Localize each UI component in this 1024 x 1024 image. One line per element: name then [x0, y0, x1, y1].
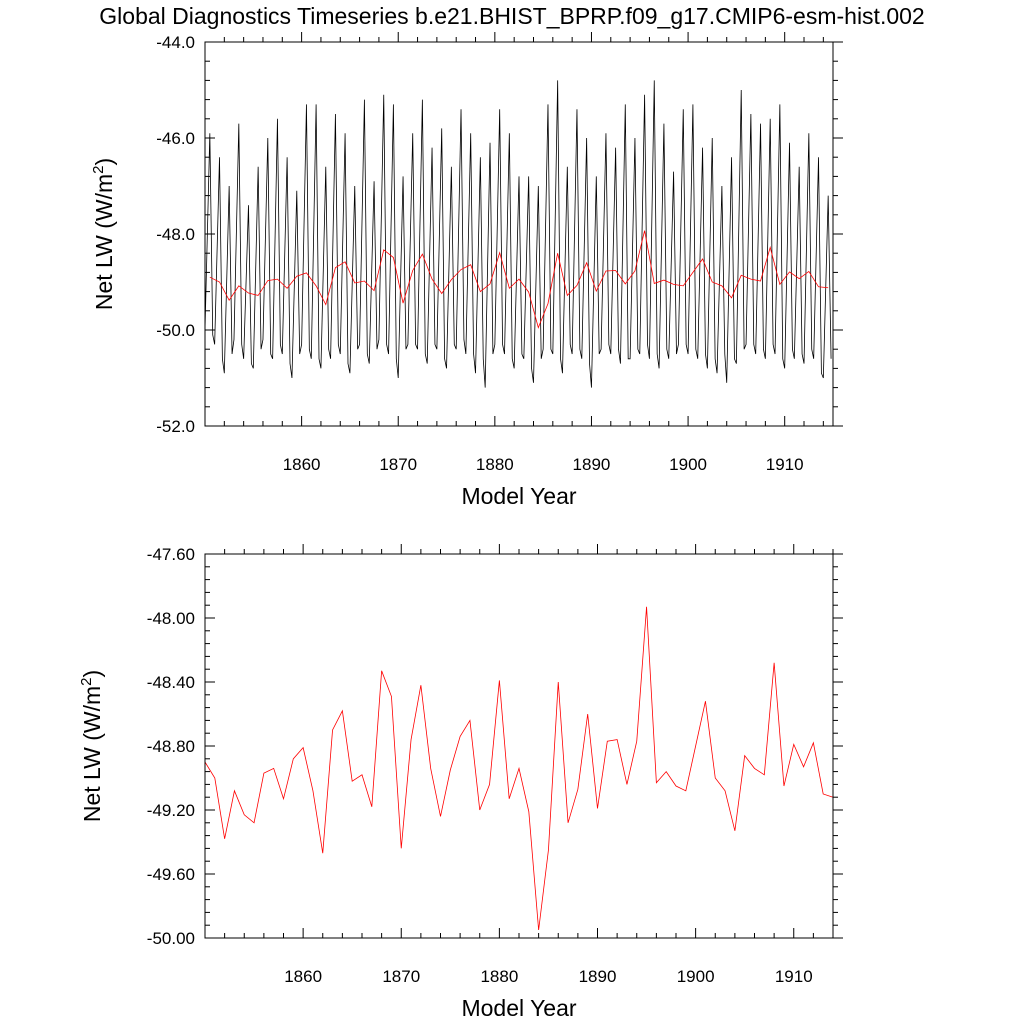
series-line-annual — [209, 230, 829, 329]
y-tick-label: -49.60 — [147, 865, 195, 884]
y-tick-label: -52.0 — [156, 417, 195, 436]
x-tick-label: 1900 — [669, 455, 707, 474]
x-tick-label: 1900 — [677, 967, 715, 986]
bottom-panel: 1860 1870 1880 1890 1900 1910 -50.00 -49.60 -49.… — [78, 544, 843, 1021]
y-tick-label: -47.60 — [147, 545, 195, 564]
x-tick-label: 1890 — [579, 967, 617, 986]
series-line-annual — [204, 606, 834, 931]
x-tick-label: 1870 — [379, 455, 417, 474]
top-panel: 1860 1870 1880 1890 1900 1910 -52.0 -50.0 -48.0 -… — [90, 32, 843, 509]
y-tick-label: -49.20 — [147, 801, 195, 820]
x-tick-label: 1880 — [476, 455, 514, 474]
y-axis-title: Net LW (W/m2) — [90, 158, 117, 310]
page-title: Global Diagnostics Timeseries b.e21.BHIS… — [99, 3, 925, 29]
y-tick-label: -46.0 — [156, 129, 195, 148]
y-tick-label: -48.00 — [147, 609, 195, 628]
y-axis-title: Net LW (W/m2) — [78, 670, 105, 822]
y-tick-label: -50.0 — [156, 321, 195, 340]
y-tick-label: -44.0 — [156, 33, 195, 52]
x-tick-label: 1870 — [382, 967, 420, 986]
y-tick-label: -48.0 — [156, 225, 195, 244]
x-tick-label: 1910 — [766, 455, 804, 474]
y-tick-label: -48.40 — [147, 673, 195, 692]
x-tick-label: 1890 — [573, 455, 611, 474]
x-tick-label: 1860 — [283, 455, 321, 474]
plot-frame — [204, 553, 834, 939]
y-tick-label: -48.80 — [147, 737, 195, 756]
y-tick-label: -50.00 — [147, 929, 195, 948]
x-tick-label: 1910 — [775, 967, 813, 986]
x-tick-label: 1880 — [480, 967, 518, 986]
x-tick-label: 1860 — [284, 967, 322, 986]
series-line-monthly — [204, 80, 832, 388]
x-axis-title: Model Year — [461, 995, 576, 1021]
x-axis-title: Model Year — [461, 483, 576, 509]
